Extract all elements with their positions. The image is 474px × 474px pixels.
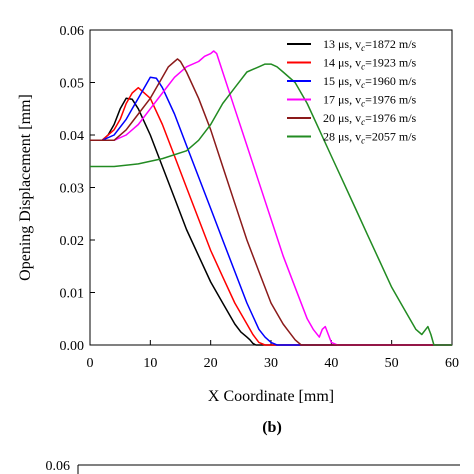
y-axis: 0.00 0.01 0.02 0.03 0.04 0.05 0.06 <box>60 24 95 354</box>
x-tick-label: 10 <box>143 356 157 371</box>
legend-entry: 14 μs, vc=1923 m/s <box>323 56 417 72</box>
series-line-1 <box>90 97 452 346</box>
chart-next-partial: 0.06 <box>46 459 460 474</box>
legend-entry-subscript: c <box>361 43 365 53</box>
panel-label: (b) <box>262 419 282 436</box>
series-line-3 <box>90 76 452 346</box>
legend-entry-value: =1960 m/s <box>365 74 416 88</box>
legend-entry-name: 14 μs, v <box>323 56 361 70</box>
legend-entry-value: =1976 m/s <box>365 93 416 107</box>
y-tick-label: 0.06 <box>46 459 71 474</box>
x-tick-label: 0 <box>87 356 94 371</box>
y-tick-label: 0.05 <box>60 77 85 92</box>
legend-entry: 20 μs, vc=1976 m/s <box>323 111 417 127</box>
legend-entry-value: =1923 m/s <box>365 56 416 70</box>
series-line-5 <box>90 58 452 346</box>
y-tick-label: 0.04 <box>60 129 85 144</box>
legend-entry-subscript: c <box>361 62 365 72</box>
x-tick-label: 60 <box>445 356 459 371</box>
x-tick-label: 50 <box>385 356 399 371</box>
y-tick-label: 0.06 <box>60 24 85 39</box>
legend-entry-value: =2057 m/s <box>365 130 416 144</box>
series-lines <box>90 50 452 346</box>
series-line-6 <box>90 63 452 346</box>
legend-entry: 13 μs, vc=1872 m/s <box>323 37 417 53</box>
y-tick-label: 0.01 <box>60 287 85 302</box>
x-tick-label: 40 <box>324 356 338 371</box>
legend-entry-name: 28 μs, v <box>323 130 361 144</box>
y-tick-label: 0.03 <box>60 182 85 197</box>
legend-entry-subscript: c <box>361 99 365 109</box>
x-axis: 0 10 20 30 40 50 60 <box>87 340 459 371</box>
legend-entry-value: =1976 m/s <box>365 111 416 125</box>
legend-entry: 17 μs, vc=1976 m/s <box>323 93 417 109</box>
legend-entry-subscript: c <box>361 136 365 146</box>
legend-entry-subscript: c <box>361 117 365 127</box>
legend-entry-name: 13 μs, v <box>323 37 361 51</box>
legend-entry-name: 20 μs, v <box>323 111 361 125</box>
legend-entry: 28 μs, vc=2057 m/s <box>323 130 417 146</box>
series-line-2 <box>90 86 452 346</box>
legend-entry-value: =1872 m/s <box>365 37 416 51</box>
x-tick-label: 30 <box>264 356 278 371</box>
y-axis-label: Opening Displacement [mm] <box>17 94 34 281</box>
legend-entry-subscript: c <box>361 80 365 90</box>
series-line-4 <box>90 50 452 346</box>
legend-entry-name: 15 μs, v <box>323 74 361 88</box>
chart-main: 0.00 0.01 0.02 0.03 0.04 0.05 0.06 0 10 20 30 40 50… <box>17 24 459 436</box>
legend-entry: 15 μs, vc=1960 m/s <box>323 74 417 90</box>
x-axis-label: X Coordinate [mm] <box>208 388 334 405</box>
y-tick-label: 0.02 <box>60 234 85 249</box>
x-tick-label: 20 <box>204 356 218 371</box>
y-tick-label: 0.00 <box>60 339 85 354</box>
legend-entry-name: 17 μs, v <box>323 93 361 107</box>
legend: 13 μs, vc=1872 m/s14 μs, vc=1923 m/s15 μ… <box>287 37 417 146</box>
